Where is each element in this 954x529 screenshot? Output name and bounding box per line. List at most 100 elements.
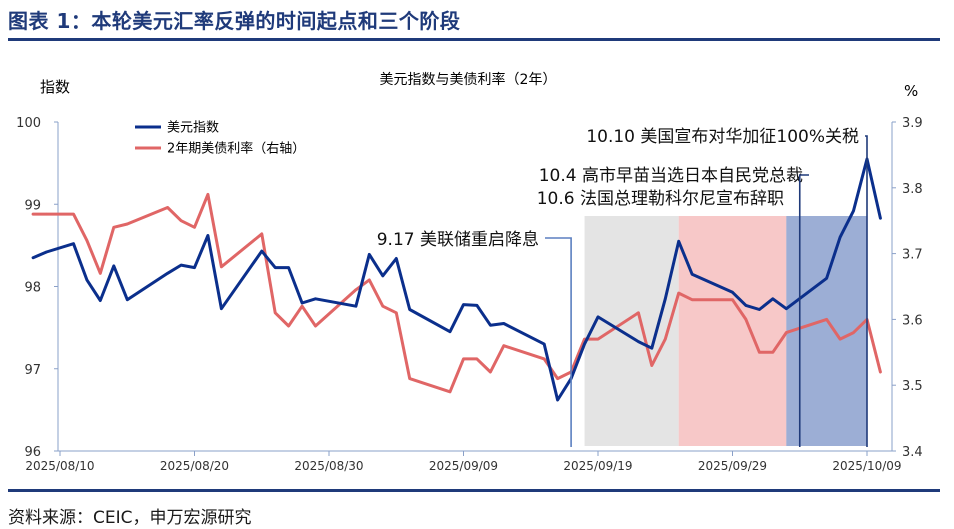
left-axis-label: 指数 [40,78,70,96]
left-tick-label: 97 [24,363,41,378]
point-dollar-index [838,236,842,239]
point-dollar-index [462,303,465,306]
point-treasury-2y [475,357,479,361]
point-dollar-index [758,308,761,311]
point-treasury-2y [838,337,842,341]
point-dollar-index [690,273,694,276]
point-treasury-2y [126,222,129,226]
right-axis-label: % [904,82,918,100]
right-tick-label: 3.6 [902,313,923,328]
point-treasury-2y [502,344,505,347]
x-tick-label: 2025/08/10 [25,459,94,473]
point-treasury-2y [825,318,828,321]
point-treasury-2y [556,377,559,380]
point-dollar-index [637,340,640,343]
point-dollar-index [596,315,600,319]
point-dollar-index [72,242,75,245]
point-treasury-2y [99,272,102,275]
point-dollar-index [354,305,358,308]
point-dollar-index [879,217,882,220]
point-dollar-index [99,299,102,302]
right-tick-label: 3.8 [902,182,923,197]
point-dollar-index [85,278,89,282]
point-dollar-index [31,256,35,259]
point-dollar-index [825,277,828,280]
point-treasury-2y [166,206,169,209]
x-tick-label: 2025/08/20 [160,459,229,473]
point-treasury-2y [771,351,774,354]
point-treasury-2y [489,370,492,374]
point-treasury-2y [677,291,680,295]
annotation-label: 10.10 美国宣布对华加征100%关税 [586,127,859,147]
right-tick-label: 3.9 [902,116,923,131]
point-dollar-index [852,209,855,212]
source-note: 资料来源：CEIC，申万宏源研究 [8,508,252,528]
point-dollar-index [744,304,748,307]
point-dollar-index [475,304,479,307]
point-dollar-index [785,307,788,310]
point-dollar-index [206,234,210,237]
point-treasury-2y [758,351,761,354]
point-dollar-index [368,253,371,256]
point-treasury-2y [690,298,694,301]
point-dollar-index [448,330,452,333]
series-layer [31,157,882,402]
point-treasury-2y [664,337,667,341]
point-treasury-2y [368,278,371,282]
point-dollar-index [489,324,492,327]
point-treasury-2y [785,331,788,334]
point-dollar-index [193,266,196,269]
point-treasury-2y [220,265,223,268]
x-tick-label: 2025/10/09 [832,459,901,473]
x-tick-label: 2025/09/09 [429,459,498,473]
point-dollar-index [771,297,774,300]
point-treasury-2y [112,226,116,229]
point-dollar-index [45,250,48,254]
point-treasury-2y [274,311,277,314]
point-treasury-2y [314,324,317,328]
point-dollar-index [650,347,653,350]
point-dollar-index [260,249,263,253]
chart-subtitle: 美元指数与美债利率（2年） [380,71,557,88]
point-treasury-2y [650,364,653,367]
point-treasury-2y [85,239,89,242]
point-dollar-index [583,342,586,346]
point-treasury-2y [596,337,600,341]
point-treasury-2y [448,390,452,393]
point-dollar-index [220,307,223,310]
phase-2 [678,216,787,446]
annotation-leader [545,237,572,447]
left-tick-label: 100 [16,116,41,131]
point-treasury-2y [637,311,640,314]
source-rule [8,489,940,492]
point-treasury-2y [744,318,748,321]
point-dollar-index [408,308,411,311]
point-dollar-index [395,257,398,260]
legend-label-dollar-index: 美元指数 [167,121,219,136]
point-dollar-index [502,322,505,325]
point-dollar-index [274,266,277,269]
right-tick-label: 3.4 [902,445,923,460]
point-dollar-index [543,342,546,346]
phase-1 [584,216,679,446]
point-treasury-2y [179,219,183,222]
point-treasury-2y [462,357,465,361]
point-dollar-index [179,263,183,267]
point-dollar-index [287,266,290,269]
point-treasury-2y [287,324,290,328]
left-tick-label: 98 [24,281,41,296]
title-rule [8,38,940,41]
point-treasury-2y [72,212,75,216]
annotation-leader [865,135,868,447]
point-treasury-2y [260,232,263,236]
point-dollar-index [664,297,667,300]
point-treasury-2y [852,331,855,334]
x-tick-label: 2025/09/29 [698,459,767,473]
point-treasury-2y [408,377,411,380]
point-dollar-index [126,298,129,301]
right-tick-label: 3.7 [902,248,923,263]
annotation-label: 10.4 高市早苗当选日本自民党总裁 [539,166,803,186]
point-treasury-2y [381,305,384,308]
phase-shading [584,216,867,446]
point-treasury-2y [31,212,35,216]
